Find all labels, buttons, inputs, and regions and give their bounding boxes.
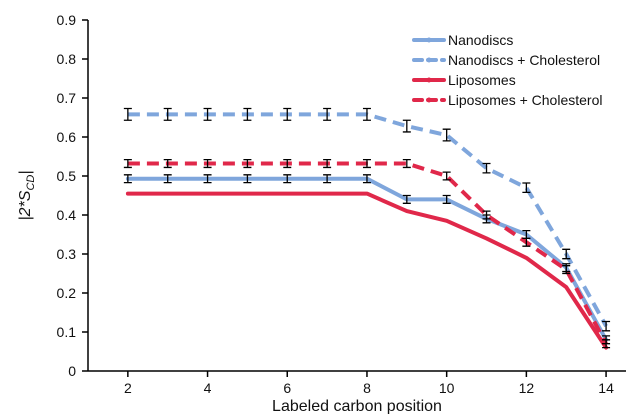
error-bar-liposomes-cholesterol xyxy=(163,158,172,169)
error-bar-liposomes-cholesterol xyxy=(243,158,252,169)
legend-label-liposomes: Liposomes xyxy=(448,72,516,88)
error-bar-liposomes-cholesterol xyxy=(123,158,132,169)
x-tick-label: 12 xyxy=(519,380,535,396)
x-tick-label: 8 xyxy=(363,380,371,396)
error-bar-nanodiscs-cholesterol xyxy=(362,107,371,121)
error-bar-nanodiscs-cholesterol xyxy=(323,107,332,121)
error-bar-liposomes-cholesterol xyxy=(323,158,332,169)
error-bar-nanodiscs-cholesterol xyxy=(442,128,451,142)
series-line-liposomes-cholesterol xyxy=(127,161,608,345)
y-tick-label: 0.5 xyxy=(57,168,77,184)
error-bar-nanodiscs xyxy=(362,174,371,184)
x-tick-label: 2 xyxy=(124,380,132,396)
error-bar-liposomes-cholesterol xyxy=(562,265,571,275)
error-bar-liposomes-cholesterol xyxy=(442,171,451,181)
y-axis-title-prefix: |2*S xyxy=(17,190,34,220)
legend: Nanodiscs Nanodiscs + Cholesterol Liposome… xyxy=(412,32,602,108)
error-bar-liposomes-cholesterol xyxy=(203,158,212,169)
error-bar-nanodiscs xyxy=(283,174,292,184)
error-bar-nanodiscs-cholesterol xyxy=(243,107,252,121)
y-tick-label: 0.7 xyxy=(57,90,77,106)
x-tick-label: 10 xyxy=(439,380,455,396)
error-bar-liposomes-cholesterol xyxy=(283,158,292,169)
error-bar-nanodiscs-cholesterol xyxy=(283,107,292,121)
error-bar-nanodiscs-cholesterol xyxy=(123,107,132,121)
series-layer xyxy=(125,112,609,350)
series-line-liposomes xyxy=(125,191,609,350)
y-tick-label: 0.9 xyxy=(57,12,77,28)
y-tick-label: 0 xyxy=(68,363,76,379)
error-bars xyxy=(123,107,611,349)
error-bar-liposomes-cholesterol xyxy=(402,158,411,169)
y-tick-label: 0.6 xyxy=(57,129,77,145)
series-line-nanodiscs-cholesterol xyxy=(127,112,608,328)
legend-label-liposomes-cholesterol: Liposomes + Cholesterol xyxy=(448,92,602,108)
legend-marker-liposomes xyxy=(426,77,432,83)
error-bar-nanodiscs xyxy=(123,174,132,184)
y-axis-title: |2*SCD| xyxy=(17,171,37,221)
y-tick-label: 0.3 xyxy=(57,246,77,262)
y-ticks: 0 0.1 0.2 0.3 0.4 0.5 0.6 0.7 0.8 0.9 xyxy=(57,12,88,379)
x-tick-label: 4 xyxy=(204,380,212,396)
legend-marker-liposomes-cholesterol xyxy=(426,97,432,103)
error-bar-liposomes-cholesterol xyxy=(602,339,611,349)
x-ticks: 2 4 6 8 10 12 14 xyxy=(124,371,614,396)
legend-label-nanodiscs: Nanodiscs xyxy=(448,32,513,48)
error-bar-nanodiscs xyxy=(323,174,332,184)
error-bar-nanodiscs-cholesterol xyxy=(522,182,531,194)
y-tick-label: 0.4 xyxy=(57,207,77,223)
error-bar-liposomes-cholesterol xyxy=(362,158,371,169)
error-bar-nanodiscs xyxy=(163,174,172,184)
error-bar-nanodiscs-cholesterol xyxy=(562,248,571,260)
error-bar-nanodiscs-cholesterol xyxy=(602,320,611,332)
y-tick-label: 0.1 xyxy=(57,324,77,340)
y-tick-label: 0.8 xyxy=(57,51,77,67)
legend-label-nanodiscs-cholesterol: Nanodiscs + Cholesterol xyxy=(448,52,600,68)
error-bar-liposomes-cholesterol xyxy=(522,237,531,247)
x-tick-label: 14 xyxy=(598,380,614,396)
error-bar-nanodiscs xyxy=(203,174,212,184)
x-tick-label: 6 xyxy=(283,380,291,396)
error-bar-nanodiscs xyxy=(442,194,451,204)
error-bar-nanodiscs-cholesterol xyxy=(203,107,212,121)
error-bar-nanodiscs-cholesterol xyxy=(482,162,491,174)
error-bar-nanodiscs-cholesterol xyxy=(402,119,411,133)
legend-marker-nanodiscs xyxy=(426,37,432,43)
legend-marker-nanodiscs-cholesterol xyxy=(426,57,432,63)
error-bar-nanodiscs xyxy=(243,174,252,184)
y-tick-label: 0.2 xyxy=(57,285,77,301)
error-bar-nanodiscs-cholesterol xyxy=(163,107,172,121)
y-axis-title-suffix: | xyxy=(17,171,34,175)
error-bar-nanodiscs xyxy=(402,194,411,204)
y-axis-title-subscript: CD xyxy=(25,175,37,191)
error-bar-liposomes-cholesterol xyxy=(482,210,491,220)
series-line-nanodiscs xyxy=(125,176,609,342)
x-axis-title: Labeled carbon position xyxy=(272,398,442,414)
